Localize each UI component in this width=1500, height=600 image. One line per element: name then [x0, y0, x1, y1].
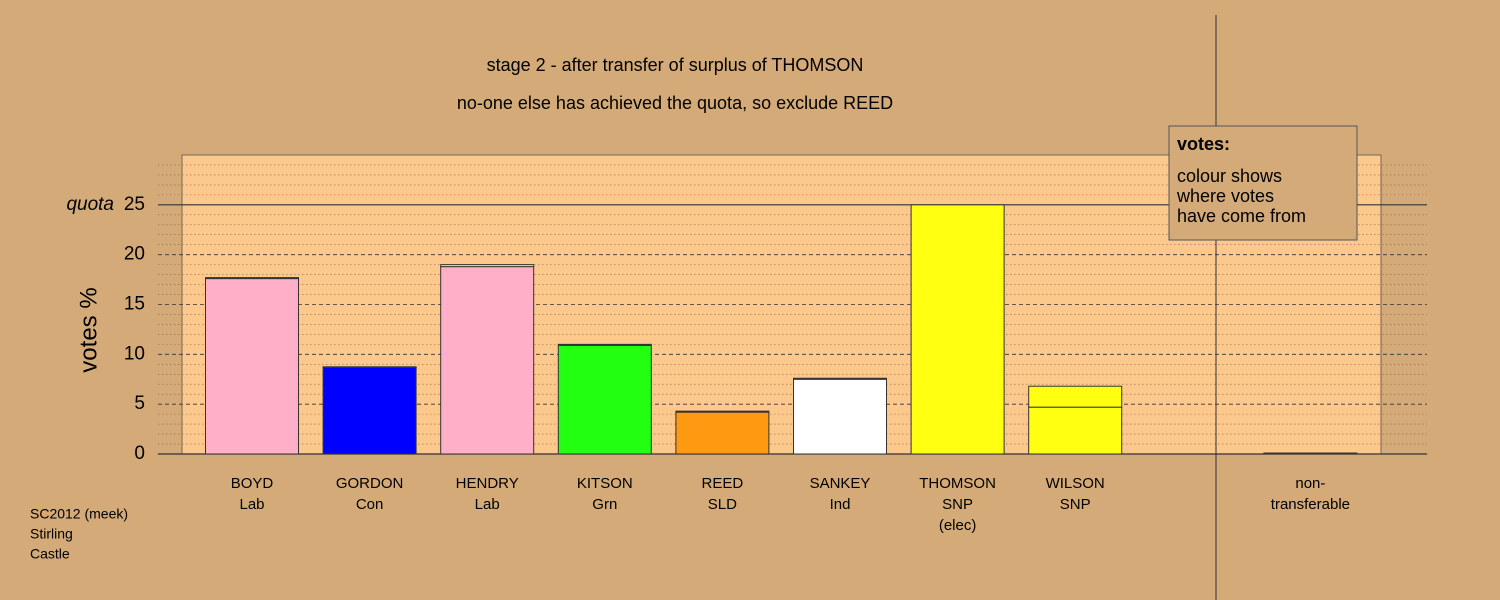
x-tick-label: SNP [1060, 496, 1091, 513]
footer-text: Castle [30, 546, 70, 562]
bar-transfer [440, 264, 535, 268]
chart-title: stage 2 - after transfer of surplus of T… [487, 55, 864, 75]
bar [1028, 406, 1123, 455]
bar [793, 378, 887, 455]
x-tick-label: BOYD [231, 475, 274, 492]
y-tick-label: 25 [124, 194, 145, 215]
x-tick-label: GORDON [336, 475, 404, 492]
y-tick-label: 20 [124, 244, 145, 265]
bar [557, 344, 652, 455]
bar-transfer [1263, 452, 1358, 455]
x-tick-label: (elec) [939, 517, 977, 534]
bar [205, 278, 299, 455]
x-tick-label: HENDRY [456, 475, 519, 492]
x-tick-label: SNP [942, 496, 973, 513]
x-tick-label: WILSON [1046, 475, 1105, 492]
x-tick-label: transferable [1271, 496, 1350, 513]
bar-transfer [1028, 385, 1123, 408]
legend-title: votes: [1177, 134, 1230, 154]
x-tick-label: Lab [475, 496, 500, 513]
footer-text: SC2012 (meek) [30, 506, 128, 522]
legend-box [1168, 125, 1358, 241]
footer-text: Stirling [30, 526, 73, 542]
x-tick-label: REED [702, 475, 744, 492]
y-tick-label: 10 [124, 343, 145, 364]
x-tick-label: Lab [239, 496, 264, 513]
bar-transfer [205, 277, 299, 280]
y-axis-label: votes % [75, 287, 102, 372]
x-tick-label: Con [356, 496, 384, 513]
bar [675, 411, 770, 455]
marks: 0 5 10 15 20 25 quota BOYD Lab GORDON Con HENDRY Lab… [66, 164, 1427, 534]
bar-transfer [793, 377, 887, 380]
legend-text: have come from [1177, 206, 1306, 226]
legend-text: where votes [1176, 186, 1274, 206]
x-tick-label: SLD [708, 496, 737, 513]
quota-label: quota [66, 194, 114, 215]
y-tick-label: 15 [124, 294, 145, 315]
x-tick-label: THOMSON [919, 475, 996, 492]
bar [910, 204, 1005, 455]
chart-subtitle: no-one else has achieved the quota, so e… [457, 93, 893, 113]
x-tick-label: KITSON [577, 475, 633, 492]
y-tick-label: 5 [134, 393, 145, 414]
bar [440, 266, 535, 455]
bar-transfer [557, 343, 652, 346]
x-tick-label: non- [1295, 475, 1325, 492]
bar-transfer [675, 410, 770, 413]
y-tick-label: 0 [134, 443, 145, 464]
legend-text: colour shows [1177, 166, 1282, 186]
bar [322, 366, 417, 455]
x-tick-label: Ind [830, 496, 851, 513]
x-tick-label: SANKEY [810, 475, 871, 492]
x-tick-label: Grn [592, 496, 617, 513]
